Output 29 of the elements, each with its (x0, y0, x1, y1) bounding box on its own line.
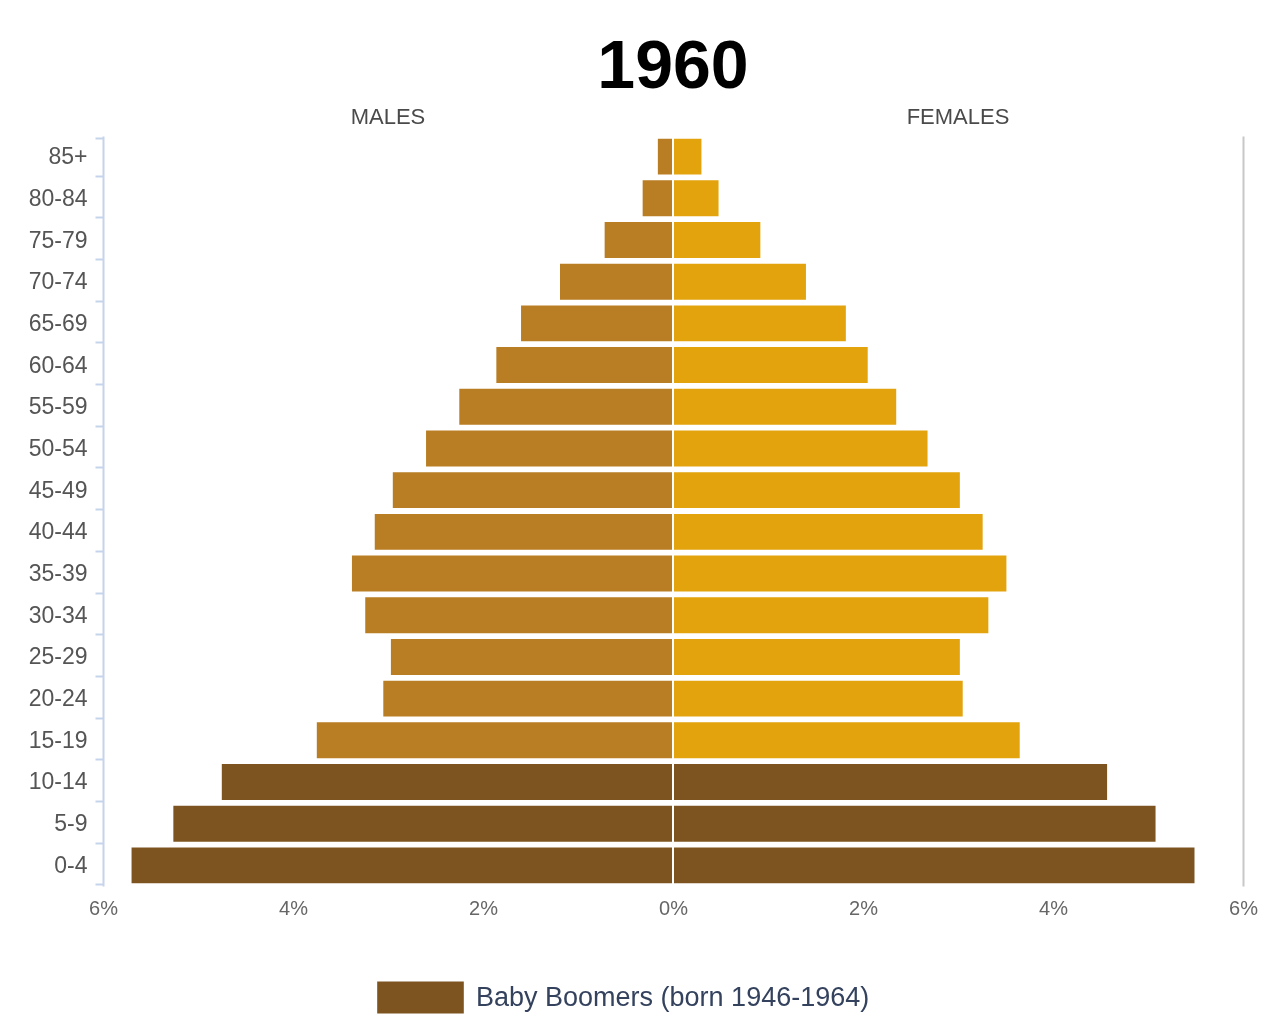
x-tick-label: 4% (1039, 896, 1069, 919)
chart-title: 1960 (597, 25, 749, 102)
y-tick-label: 25-29 (28, 643, 88, 670)
y-tick-label: 20-24 (28, 685, 88, 712)
y-tick-label: 70-74 (28, 268, 88, 295)
y-tick-label: 30-34 (28, 601, 88, 628)
y-tick-label: 80-84 (28, 184, 88, 211)
y-tick-label: 55-59 (28, 393, 88, 420)
y-tick-label: 60-64 (28, 351, 88, 378)
y-tick-label: 75-79 (28, 226, 88, 253)
y-tick-label: 0-4 (54, 851, 88, 878)
y-tick-label: 85+ (48, 143, 88, 170)
x-tick-label: 4% (279, 896, 309, 919)
y-tick-label: 65-69 (28, 309, 88, 336)
x-tick-label: 6% (89, 896, 119, 919)
y-tick-label: 5-9 (54, 810, 88, 837)
y-tick-label: 10-14 (28, 768, 88, 795)
x-tick-label: 0% (659, 896, 689, 919)
y-tick-label: 50-54 (28, 434, 88, 461)
x-tick-label: 2% (849, 896, 879, 919)
legend-label: Baby Boomers (born 1946-1964) (476, 981, 870, 1012)
y-tick-label: 35-39 (28, 560, 88, 587)
text: FEMALES (906, 103, 1010, 129)
y-tick-label: 15-19 (28, 726, 88, 753)
text: MALES (350, 103, 426, 129)
x-tick-label: 6% (1229, 896, 1259, 919)
x-tick-label: 2% (469, 896, 499, 919)
y-tick-label: 45-49 (28, 476, 88, 503)
y-tick-label: 40-44 (28, 518, 88, 545)
